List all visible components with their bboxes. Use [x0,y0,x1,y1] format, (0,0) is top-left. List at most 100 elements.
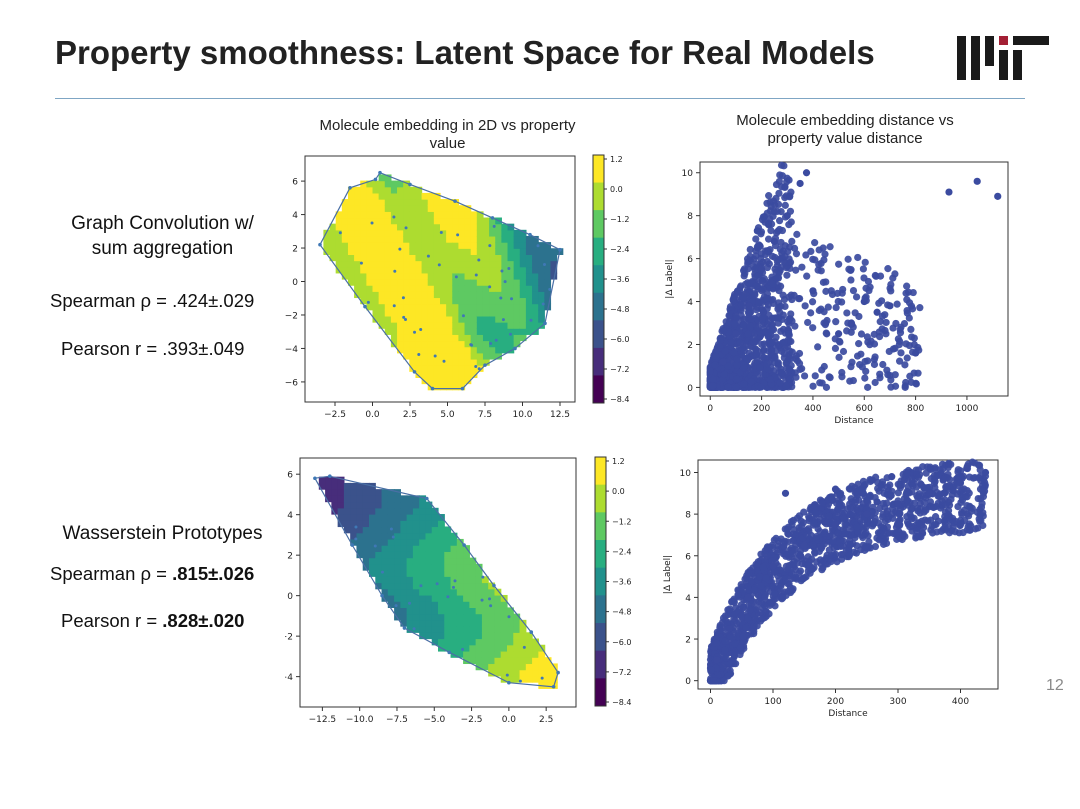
scatter-point [788,550,796,558]
data-point [370,221,374,225]
scatter-point [864,532,872,540]
scatter-point [795,295,803,303]
scatter-point [792,266,800,274]
scatter-point [903,469,911,477]
x-tick-label: 300 [889,697,906,707]
colorbar-tick-label: −2.4 [610,245,629,254]
scatter-point [894,500,902,508]
scatter-point [856,361,864,369]
scatter-point [766,328,774,336]
scatter-point [706,367,714,375]
scatter-point [713,639,721,647]
scatter-point [994,192,1002,200]
scatter-point [821,250,829,258]
data-point [373,544,377,548]
data-point [404,226,408,230]
scatter-point [746,606,754,614]
scatter-point [897,349,905,357]
spearman-metric-graph-convolution: Spearman ρ = .424±.029 [50,290,255,311]
scatter-point [835,260,843,268]
y-tick-label: 2 [287,552,293,562]
scatter-point [802,169,811,177]
scatter-point [768,557,776,565]
scatter-point [787,337,795,346]
data-point [426,254,430,258]
distance-scatter-chart-wasserstein: 0 100 200 300 400 0 2 4 6 8 10 Distance |Δ Label| [663,458,999,719]
colorbar-tick-label: −4.8 [610,305,629,314]
distance-scatter-chart-graph-convolution: 0 200 400 600 800 1000 0 2 4 6 8 10 Distance |Δ Label… [665,161,1009,426]
scatter-point [713,656,721,664]
scatter-point [770,237,779,246]
data-point [480,598,484,602]
scatter-point [902,289,910,297]
scatter-point [736,339,744,347]
data-point [541,302,545,306]
colorbar-tick-label: 1.2 [610,155,623,164]
data-point [373,177,378,182]
scatter-point [903,296,911,304]
scatter-point [863,510,871,518]
scatter-point [759,285,767,294]
data-point [460,386,465,391]
scatter-point [783,212,791,220]
scatter-point [844,255,852,263]
scatter-point [778,226,787,235]
scatter-point [811,239,819,247]
scatter-point [707,666,716,674]
data-point [489,604,493,608]
scatter-point [785,176,793,184]
data-point [492,224,496,228]
data-point [439,231,443,235]
scatter-point [963,464,971,472]
scatter-point [709,375,717,384]
data-point [529,630,534,634]
x-tick-label: 10.0 [512,410,532,420]
data-point [507,615,511,619]
pearson-metric-graph-convolution: Pearson r = .393±.049 [61,338,245,359]
scatter-point [732,330,740,338]
scatter-point [884,265,892,273]
scatter-point [895,357,904,365]
scatter-point [871,353,879,361]
scatter-point [774,359,782,367]
scatter-point [905,314,913,322]
scatter-point [748,577,756,585]
scatter-point [945,188,953,196]
scatter-point [811,256,819,264]
scatter-point [941,519,949,527]
scatter-point [716,336,725,345]
scatter-point [887,383,895,391]
scatter-point [765,317,773,326]
scatter-point [749,297,757,305]
scatter-point [758,340,766,349]
scatter-point [811,509,819,517]
scatter-point [804,525,812,533]
scatter-point [831,520,840,529]
data-point [536,244,540,248]
data-point [489,341,493,345]
scatter-point [914,473,923,481]
scatter-point [831,485,840,493]
embedding-contour-chart-wasserstein: −12.5 −10.0 −7.5 −5.0 −2.5 0.0 2.5 6 4 2 0 −2 −4 1.2 0… [285,456,631,725]
scatter-point [854,253,862,262]
plot-frame [699,161,1009,397]
colorbar-segment [595,623,606,652]
scatter-point [732,375,741,383]
scatter-point [774,314,782,322]
scatter-point [879,499,887,508]
scatter-point [944,506,953,515]
scatter-point [763,365,771,373]
scatter-point [759,371,768,379]
data-point [328,474,332,479]
x-tick-label: 5.0 [440,410,455,420]
scatter-point [924,517,932,525]
scatter-point [740,315,748,323]
scatter-point [882,539,891,547]
scatter-point [975,515,983,523]
scatter-point [879,360,887,369]
scatter-point [880,489,888,497]
y-tick-label: 8 [687,212,693,222]
scatter-point [860,297,868,306]
scatter-point [755,298,763,307]
data-point [338,231,342,235]
